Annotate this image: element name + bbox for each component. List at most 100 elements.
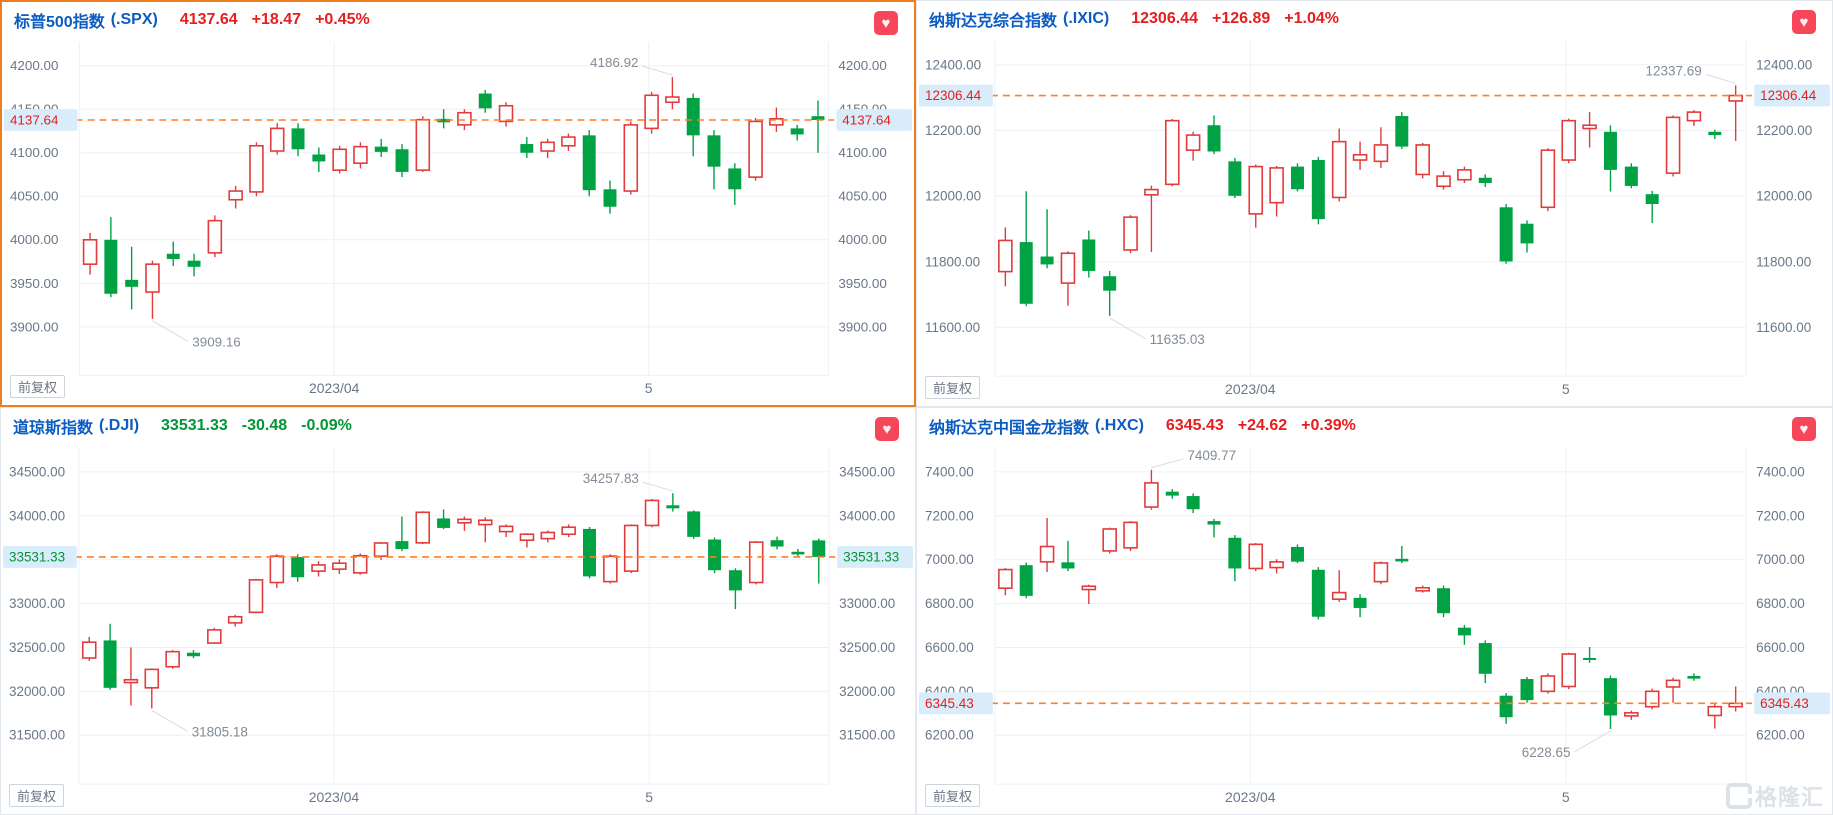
svg-text:6200.00: 6200.00 <box>925 728 974 743</box>
svg-text:7000.00: 7000.00 <box>925 552 974 567</box>
candlestick-chart[interactable]: 3900.00 3900.00 3950.00 3950.00 4000.00 4000.… <box>2 38 914 405</box>
panel-header: 标普500指数 (.SPX) 4137.64 +18.47 +0.45% <box>2 2 914 38</box>
candlestick-chart[interactable]: 11600.00 11600.00 11800.00 11800.00 12000.00… <box>917 37 1832 406</box>
svg-text:32500.00: 32500.00 <box>839 640 895 655</box>
index-title: 标普500指数 <box>14 14 105 31</box>
svg-text:11600.00: 11600.00 <box>925 320 980 335</box>
adjust-mode-button[interactable]: 前复权 <box>925 376 981 399</box>
svg-text:6600.00: 6600.00 <box>925 640 974 655</box>
svg-text:12000.00: 12000.00 <box>1756 189 1812 204</box>
svg-text:33531.33: 33531.33 <box>843 549 899 564</box>
adjust-mode-button[interactable]: 前复权 <box>10 375 66 398</box>
adjust-mode-button[interactable]: 前复权 <box>9 784 65 807</box>
svg-text:12400.00: 12400.00 <box>925 57 981 72</box>
svg-text:7200.00: 7200.00 <box>925 508 974 523</box>
index-change: +24.62 <box>1237 417 1288 434</box>
index-symbol: (.SPX) <box>110 11 158 28</box>
heart-icon: ♥ <box>881 14 891 32</box>
svg-text:6800.00: 6800.00 <box>925 596 974 611</box>
favorite-button[interactable]: ♥ <box>1792 10 1816 34</box>
index-price: 4137.64 <box>179 11 238 28</box>
svg-text:7000.00: 7000.00 <box>1756 552 1805 567</box>
panel-header: 纳斯达克综合指数 (.IXIC) 12306.44 +126.89 +1.04% <box>917 1 1832 37</box>
svg-text:4200.00: 4200.00 <box>838 58 887 73</box>
svg-text:4050.00: 4050.00 <box>838 189 887 204</box>
svg-text:6800.00: 6800.00 <box>1756 596 1805 611</box>
panel-header: 道琼斯指数 (.DJI) 33531.33 -30.48 -0.09% <box>1 408 915 444</box>
favorite-button[interactable]: ♥ <box>874 11 898 35</box>
svg-text:7200.00: 7200.00 <box>1756 508 1805 523</box>
svg-text:4050.00: 4050.00 <box>10 189 59 204</box>
svg-text:6345.43: 6345.43 <box>925 696 974 711</box>
svg-text:3900.00: 3900.00 <box>10 319 59 334</box>
svg-text:4137.64: 4137.64 <box>842 112 891 127</box>
svg-text:2023/04: 2023/04 <box>309 789 360 805</box>
svg-text:6228.65: 6228.65 <box>1522 745 1571 760</box>
svg-text:12306.44: 12306.44 <box>1760 88 1817 103</box>
svg-text:7400.00: 7400.00 <box>925 464 974 479</box>
favorite-button[interactable]: ♥ <box>875 417 899 441</box>
svg-text:32000.00: 32000.00 <box>9 684 65 699</box>
panel-header: 纳斯达克中国金龙指数 (.HXC) 6345.43 +24.62 +0.39% <box>917 408 1832 444</box>
favorite-button[interactable]: ♥ <box>1792 417 1816 441</box>
chart-area: 6200.00 6200.00 6400.00 6400.00 6600.00 6600.… <box>917 444 1832 814</box>
adjust-mode-button[interactable]: 前复权 <box>925 784 981 807</box>
panel-dji: 道琼斯指数 (.DJI) 33531.33 -30.48 -0.09% ♥ 31… <box>0 407 916 815</box>
heart-icon: ♥ <box>1799 420 1809 438</box>
svg-text:6345.43: 6345.43 <box>1760 696 1809 711</box>
svg-text:4000.00: 4000.00 <box>838 232 887 247</box>
svg-text:33531.33: 33531.33 <box>9 549 65 564</box>
svg-text:34257.83: 34257.83 <box>583 471 639 486</box>
svg-text:7409.77: 7409.77 <box>1187 448 1236 463</box>
index-symbol: (.DJI) <box>99 417 140 434</box>
index-change-pct: +0.39% <box>1301 417 1356 434</box>
svg-text:7400.00: 7400.00 <box>1756 464 1805 479</box>
svg-text:2023/04: 2023/04 <box>1225 789 1276 805</box>
svg-text:34500.00: 34500.00 <box>839 464 895 479</box>
index-title: 纳斯达克综合指数 <box>929 13 1058 30</box>
heart-icon: ♥ <box>1799 13 1809 31</box>
svg-text:11800.00: 11800.00 <box>925 254 980 269</box>
index-symbol: (.IXIC) <box>1063 10 1110 27</box>
svg-text:5: 5 <box>645 789 653 805</box>
svg-text:11800.00: 11800.00 <box>1756 254 1811 269</box>
svg-text:4200.00: 4200.00 <box>10 58 59 73</box>
svg-text:4000.00: 4000.00 <box>10 232 59 247</box>
index-price: 12306.44 <box>1131 10 1198 27</box>
svg-text:34000.00: 34000.00 <box>839 508 895 523</box>
panel-ixic: 纳斯达克综合指数 (.IXIC) 12306.44 +126.89 +1.04%… <box>916 0 1833 407</box>
chart-area: 11600.00 11600.00 11800.00 11800.00 12000.00… <box>917 37 1832 406</box>
svg-text:5: 5 <box>1562 789 1570 805</box>
index-price: 6345.43 <box>1165 417 1224 434</box>
svg-text:31500.00: 31500.00 <box>839 728 895 743</box>
index-change: +126.89 <box>1211 10 1271 27</box>
svg-text:5: 5 <box>1562 381 1570 397</box>
svg-text:34000.00: 34000.00 <box>9 508 65 523</box>
index-change: -30.48 <box>241 417 288 434</box>
chart-area: 31500.00 31500.00 32000.00 32000.00 32500.00… <box>1 444 915 814</box>
svg-text:33000.00: 33000.00 <box>839 596 895 611</box>
svg-text:3909.16: 3909.16 <box>192 335 241 350</box>
svg-text:31805.18: 31805.18 <box>192 724 248 739</box>
chart-area: 3900.00 3900.00 3950.00 3950.00 4000.00 4000.… <box>2 38 914 405</box>
svg-text:12000.00: 12000.00 <box>925 189 981 204</box>
svg-text:11600.00: 11600.00 <box>1756 320 1811 335</box>
index-change-pct: +0.45% <box>315 11 370 28</box>
svg-text:6200.00: 6200.00 <box>1756 728 1805 743</box>
panel-spx: 标普500指数 (.SPX) 4137.64 +18.47 +0.45% ♥ 3… <box>0 0 916 407</box>
svg-text:4137.64: 4137.64 <box>10 112 59 127</box>
panel-hxc: 纳斯达克中国金龙指数 (.HXC) 6345.43 +24.62 +0.39% … <box>916 407 1833 815</box>
svg-text:34500.00: 34500.00 <box>9 464 65 479</box>
svg-text:12200.00: 12200.00 <box>1756 123 1812 138</box>
svg-text:6600.00: 6600.00 <box>1756 640 1805 655</box>
svg-text:12400.00: 12400.00 <box>1756 57 1812 72</box>
svg-text:33000.00: 33000.00 <box>9 596 65 611</box>
svg-text:3950.00: 3950.00 <box>10 276 59 291</box>
index-change-pct: +1.04% <box>1284 10 1339 27</box>
svg-text:11635.03: 11635.03 <box>1150 332 1205 347</box>
svg-text:12337.69: 12337.69 <box>1646 63 1702 78</box>
candlestick-chart[interactable]: 31500.00 31500.00 32000.00 32000.00 32500.00… <box>1 444 915 814</box>
index-change-pct: -0.09% <box>301 417 352 434</box>
